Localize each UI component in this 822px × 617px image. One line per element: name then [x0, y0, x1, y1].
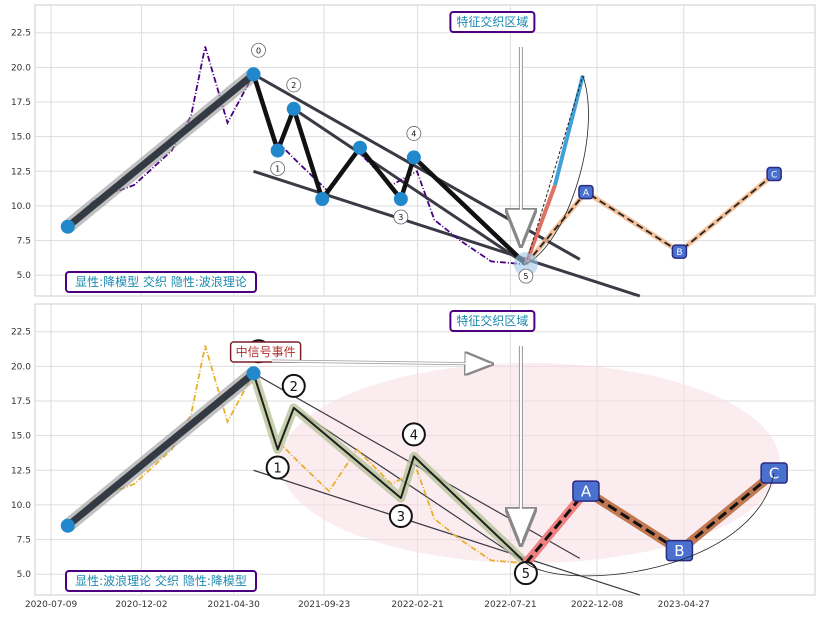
- projection-label-C: C: [771, 171, 777, 181]
- impulse-leg: [64, 70, 258, 231]
- start-point-marker: [60, 518, 75, 533]
- y-tick-label: 17.5: [11, 397, 31, 407]
- y-tick-label: 17.5: [11, 98, 31, 108]
- title-box-text: 特征交织区域: [456, 14, 528, 29]
- x-tick-label: 2022-12-08: [571, 600, 624, 610]
- projection-marker-A: [578, 184, 594, 200]
- wave-label-1: 1: [275, 165, 280, 174]
- y-tick-label: 7.5: [17, 536, 31, 546]
- y-tick-label: 15.0: [11, 432, 31, 442]
- wave-point-marker: [353, 140, 367, 155]
- channel-mid: [292, 107, 527, 266]
- projection-label-B: B: [676, 248, 682, 258]
- panel-top: 5.0 7.5 10.0 12.5 15.0 17.5 20.0 22.5 0 1 2 3 4 5 A B C 特…: [11, 4, 816, 298]
- projection-marker-B: [671, 244, 688, 259]
- wave-point-marker: [393, 192, 408, 206]
- x-tick-label: 2023-04-27: [658, 600, 710, 610]
- price-series-line: [64, 345, 523, 564]
- y-tick-label: 5.0: [17, 570, 32, 580]
- wave-label-3: 3: [397, 510, 405, 525]
- info-box-text: 显性:波浪理论 交织 隐性:降模型: [75, 573, 247, 588]
- y-tick-label: 12.5: [11, 167, 31, 177]
- wave-label-badge: [286, 77, 302, 93]
- wave-label-badge: [270, 161, 286, 176]
- info-box-text: 显性:降模型 交织 隐性:波浪理论: [75, 274, 247, 289]
- price-series-line: [64, 46, 523, 265]
- x-tick-label: 2021-09-23: [298, 600, 350, 610]
- wave-label-2: 2: [290, 380, 298, 395]
- wave-label-5: 5: [523, 272, 528, 281]
- wave-point-marker: [315, 192, 330, 206]
- rising-leg-high: [553, 75, 585, 186]
- event-box: [229, 341, 302, 363]
- wave-label-badge: [388, 504, 413, 528]
- wave-label-badge: [393, 209, 409, 225]
- wave-label-2: 2: [291, 81, 296, 90]
- wave-path: [252, 372, 527, 564]
- projection-label-B: B: [674, 542, 684, 560]
- curve-arrow: [525, 75, 589, 265]
- y-tick-label: 20.0: [11, 362, 31, 372]
- title-box: [449, 11, 536, 33]
- wave-label-0: 0: [256, 46, 261, 55]
- rising-leg-low: [524, 184, 557, 265]
- channel-mid: [293, 407, 527, 564]
- event-box-text: 中信号事件: [236, 344, 296, 359]
- title-box: [449, 310, 536, 332]
- wave-label-4: 4: [411, 129, 416, 138]
- wave-label-badge: [265, 455, 290, 480]
- wave-label-badge: [251, 42, 266, 58]
- curve-arrow: [525, 472, 775, 577]
- y-tick-label: 22.5: [11, 29, 31, 39]
- projection-marker-C: [766, 166, 782, 182]
- x-tick-label: 2022-07-21: [484, 600, 536, 610]
- event-arrow-inner: [272, 360, 492, 365]
- wave-point-marker: [270, 143, 285, 158]
- projection-label-A: A: [583, 189, 590, 199]
- wave-label-badge: [281, 373, 306, 398]
- channel-lower: [253, 469, 640, 596]
- title-box-text: 特征交织区域: [456, 313, 528, 328]
- y-tick-label: 5.0: [17, 271, 32, 281]
- projection-path: [525, 173, 775, 265]
- wave-0-marker: [246, 366, 261, 381]
- wave-point-marker: [286, 101, 301, 116]
- projection-label-A: A: [581, 483, 592, 501]
- wave-label-badge: [406, 126, 422, 141]
- x-tick-label: 2021-04-30: [208, 600, 261, 610]
- wave-label-badge: [513, 561, 538, 586]
- y-tick-label: 20.0: [11, 63, 31, 73]
- start-point-marker: [60, 219, 75, 234]
- wave-label-badge: [518, 268, 534, 284]
- x-tick-label: 2022-02-21: [391, 600, 443, 610]
- y-tick-label: 15.0: [11, 133, 31, 143]
- impulse-leg: [64, 369, 258, 530]
- x-tick-label: 2020-12-02: [115, 600, 167, 610]
- wave-path: [251, 73, 528, 266]
- y-tick-label: 7.5: [17, 237, 31, 247]
- x-tick-label: 2020-07-09: [25, 600, 78, 610]
- info-box: [65, 271, 257, 293]
- panel-bottom: 5.0 7.5 10.0 12.5 15.0 17.5 20.0 22.5 2020-07-09…: [11, 303, 816, 610]
- y-tick-label: 10.0: [11, 202, 31, 212]
- y-tick-label: 22.5: [11, 328, 31, 338]
- wave-label-badge: [401, 422, 426, 447]
- wave-0-marker: [246, 67, 261, 82]
- wave-point-halo: [513, 252, 538, 277]
- y-tick-label: 10.0: [11, 501, 31, 511]
- wave-label-3: 3: [398, 213, 403, 222]
- wave-point-marker: [406, 150, 421, 165]
- y-tick-label: 12.5: [11, 466, 31, 476]
- wave-label-4: 4: [410, 428, 418, 443]
- projection-marker-A: [572, 480, 600, 502]
- info-box: [65, 570, 257, 592]
- wave-label-1: 1: [274, 462, 282, 477]
- projection-path: [524, 471, 776, 565]
- wave-label-5: 5: [522, 567, 530, 582]
